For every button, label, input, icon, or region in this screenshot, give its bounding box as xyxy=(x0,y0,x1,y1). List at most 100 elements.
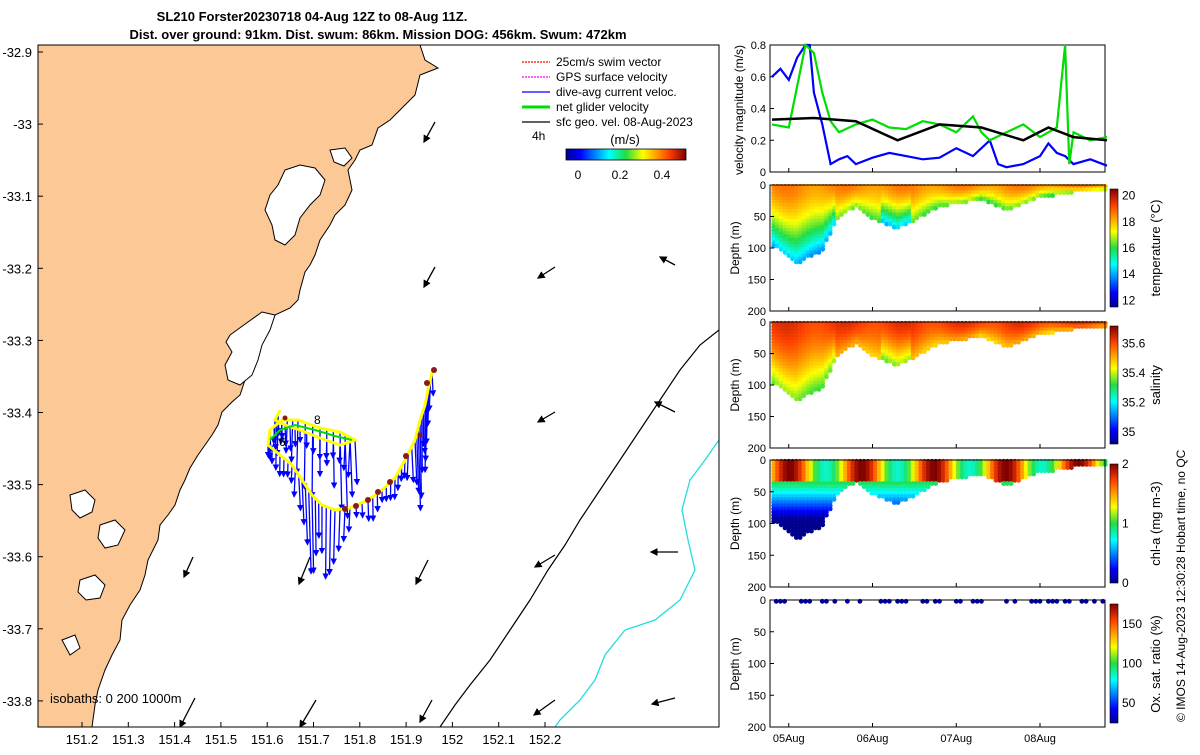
oxygen-point xyxy=(774,599,779,604)
figure-title: SL210 Forster20230718 04-Aug 12Z to 08-A… xyxy=(157,9,468,24)
current-vector xyxy=(290,427,291,451)
oxygen-point xyxy=(933,599,938,604)
map-y-tick: -33.4 xyxy=(2,406,32,421)
salinity-depth-tick: 0 xyxy=(760,317,766,329)
velocity-y-tick: 0 xyxy=(760,167,766,179)
map-x-tick: 151.6 xyxy=(251,732,284,747)
map-cbar-tick: 0.4 xyxy=(654,168,671,182)
oxygen-point xyxy=(1067,599,1072,604)
temperature-colorbar-tick: 12 xyxy=(1122,293,1136,307)
track-label-6: 6 xyxy=(279,435,286,449)
salinity-depth-tick: 150 xyxy=(748,412,766,424)
salinity-depth-tick: 100 xyxy=(748,380,766,392)
map-x-tick: 151.7 xyxy=(297,732,330,747)
oxygen-point xyxy=(954,599,959,604)
oxygen-depth-tick: 100 xyxy=(748,659,766,671)
date-x-tick: 06Aug xyxy=(857,733,889,745)
temperature-depth-tick: 150 xyxy=(748,275,766,287)
oxygen-point xyxy=(1080,599,1085,604)
chl-a-depth-tick: 50 xyxy=(754,487,766,499)
salinity-depth-label: Depth (m) xyxy=(728,358,742,411)
oxygen-point xyxy=(1092,599,1097,604)
velocity-y-tick: 0.8 xyxy=(751,40,766,52)
oxygen-point xyxy=(858,599,863,604)
oxygen-colorbar-tick: 150 xyxy=(1122,617,1142,631)
velocity-y-tick: 0.6 xyxy=(751,72,766,84)
velocity-y-tick: 0.2 xyxy=(751,135,766,147)
credit-text: © IMOS 14-Aug-2023 12:30:28 Hobart time,… xyxy=(1174,449,1188,722)
oxygen-colorbar-label: Ox. sat. ratio (%) xyxy=(1148,615,1163,713)
oxygen-colorbar-tick: 100 xyxy=(1122,657,1142,671)
oxygen-point xyxy=(1033,599,1038,604)
velocity-y-label: velocity magnitude (m/s) xyxy=(732,45,746,175)
current-vector xyxy=(368,500,369,521)
oxygen-point xyxy=(971,599,976,604)
legend-dive-avg: dive-avg current veloc. xyxy=(556,85,677,99)
temperature-colorbar-tick: 20 xyxy=(1122,189,1136,203)
oxygen-point xyxy=(887,599,892,604)
map-y-tick: -33.3 xyxy=(2,333,32,348)
map-colorbar-label: (m/s) xyxy=(610,132,640,147)
map-y-tick: -33 xyxy=(13,117,32,132)
temperature-colorbar-tick: 14 xyxy=(1122,267,1136,281)
oxygen-point xyxy=(975,599,980,604)
oxygen-point xyxy=(1029,599,1034,604)
map-x-tick: 152 xyxy=(442,732,464,747)
date-x-tick: 08Aug xyxy=(1024,733,1056,745)
current-vector xyxy=(373,497,374,521)
salinity-depth-tick: 50 xyxy=(754,349,766,361)
oxygen-depth-tick: 200 xyxy=(748,722,766,734)
temperature-depth-label: Depth (m) xyxy=(728,221,742,274)
salinity-colorbar-tick: 35.4 xyxy=(1122,366,1146,380)
oxygen-point xyxy=(920,599,925,604)
legend-sfc-geo: sfc geo. vel. 08-Aug-2023 xyxy=(556,115,693,129)
map-y-axis: -32.9-33-33.1-33.2-33.3-33.4-33.5-33.6-3… xyxy=(2,45,43,709)
salinity-colorbar-tick: 35.6 xyxy=(1122,337,1146,351)
current-vector xyxy=(339,445,340,463)
oxygen-point xyxy=(904,599,909,604)
map-x-tick: 151.9 xyxy=(390,732,423,747)
date-x-tick: 07Aug xyxy=(940,733,972,745)
oxygen-point xyxy=(845,599,850,604)
current-vector xyxy=(326,507,327,579)
map-cbar-tick: 0 xyxy=(575,168,582,182)
oxygen-point xyxy=(1054,599,1059,604)
current-vector xyxy=(362,503,363,518)
date-x-tick: 05Aug xyxy=(773,733,805,745)
oxygen-depth-tick: 50 xyxy=(754,627,766,639)
oxygen-point xyxy=(778,599,783,604)
oxygen-point xyxy=(883,599,888,604)
oxygen-point xyxy=(803,599,808,604)
legend-gps-velocity: GPS surface velocity xyxy=(556,70,667,84)
isobath-note: isobaths: 0 200 1000m xyxy=(50,691,182,706)
chl-a-depth-label: Depth (m) xyxy=(728,497,742,550)
oxygen-point xyxy=(1038,599,1043,604)
chl-a-colorbar-tick: 2 xyxy=(1122,457,1129,471)
current-vector xyxy=(422,415,423,472)
map-x-tick: 151.8 xyxy=(344,732,377,747)
oxygen-point xyxy=(1100,599,1105,604)
chl-a-depth-tick: 0 xyxy=(760,455,766,467)
map-y-tick: -32.9 xyxy=(2,45,32,60)
chl-a-colorbar-tick: 1 xyxy=(1122,517,1129,531)
oxygen-point xyxy=(1046,599,1051,604)
salinity-colorbar-label: salinity xyxy=(1148,365,1163,405)
oxygen-point xyxy=(782,599,787,604)
oxygen-point xyxy=(895,599,900,604)
map-x-tick: 151.2 xyxy=(66,732,99,747)
oxygen-point xyxy=(925,599,930,604)
oxygen-point xyxy=(1050,599,1055,604)
temperature-colorbar-label: temperature (°C) xyxy=(1148,200,1163,297)
temperature-depth-tick: 0 xyxy=(760,180,766,192)
oxygen-point xyxy=(937,599,942,604)
temperature-colorbar-tick: 16 xyxy=(1122,241,1136,255)
oxygen-depth-tick: 150 xyxy=(748,690,766,702)
oxygen-point xyxy=(979,599,984,604)
salinity-colorbar-tick: 35.2 xyxy=(1122,396,1146,410)
